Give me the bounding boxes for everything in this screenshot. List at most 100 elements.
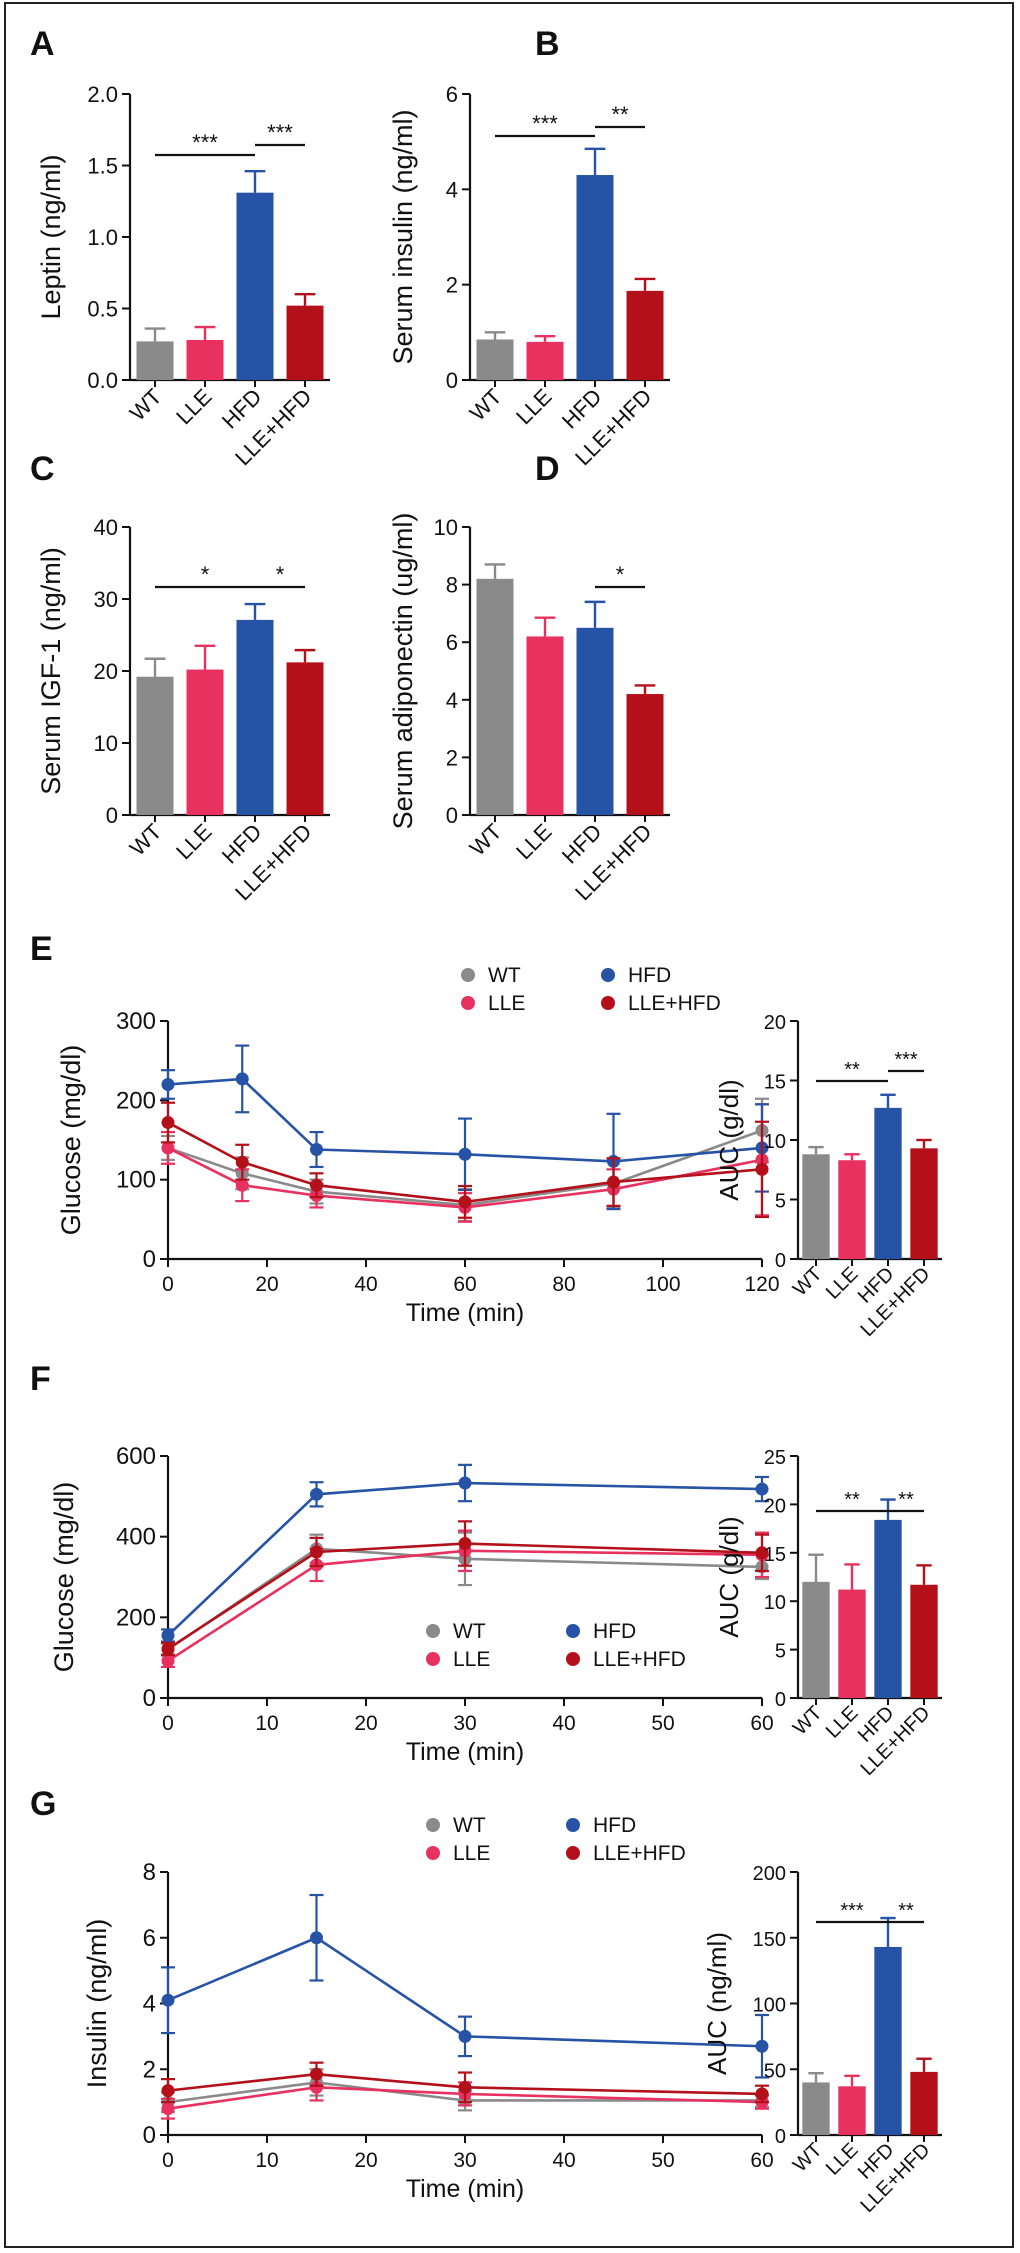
y-tick-label: 200 xyxy=(116,1604,156,1631)
y-tick-label: 40 xyxy=(94,515,118,540)
data-point-LLE xyxy=(161,1654,175,1668)
y-tick-label: 8 xyxy=(143,1859,156,1886)
x-tick-label: 40 xyxy=(552,2149,575,2172)
x-tick-label-LLE: LLE xyxy=(822,1263,863,1304)
data-point-LLE xyxy=(235,1178,249,1192)
data-point-LLE+HFD xyxy=(310,1545,323,1559)
y-tick-label: 300 xyxy=(116,1008,156,1035)
series-line-HFD xyxy=(167,1077,763,1163)
legend-label-LLE+HFD: LLE+HFD xyxy=(628,992,721,1015)
data-point-HFD xyxy=(310,1487,323,1501)
data-point-LLE+HFD xyxy=(607,1175,620,1189)
legend-label-HFD: HFD xyxy=(593,1620,636,1643)
y-tick-label: 0 xyxy=(446,803,458,828)
y-tick-label: 30 xyxy=(94,587,118,612)
y-tick-label: 4 xyxy=(143,1991,156,2018)
data-point-HFD xyxy=(161,1077,175,1091)
y-axis-label: AUC (g/dl) xyxy=(714,1516,744,1637)
bar-WT xyxy=(136,341,174,380)
x-tick-label: 120 xyxy=(744,1273,779,1296)
y-tick-label: 20 xyxy=(764,1495,786,1517)
data-point-LLE+HFD xyxy=(755,2087,769,2101)
y-tick-label: 6 xyxy=(143,1925,156,1952)
y-tick-label: 0 xyxy=(143,2122,156,2149)
bar-HFD xyxy=(874,1107,902,1259)
y-tick-label: 20 xyxy=(764,1012,786,1034)
bar-LLE+HFD xyxy=(286,305,324,380)
data-point-HFD xyxy=(755,2039,769,2053)
data-point-LLE xyxy=(310,2080,323,2094)
data-point-HFD xyxy=(161,1628,175,1642)
x-tick-label: 50 xyxy=(651,1712,674,1735)
bar-LLE+HFD xyxy=(910,2071,938,2135)
y-tick-label: 6 xyxy=(446,82,458,107)
data-point-HFD xyxy=(458,1147,472,1161)
data-point-LLE+HFD xyxy=(235,1155,249,1169)
y-axis-label: Glucose (mg/dl) xyxy=(49,1482,79,1673)
bar-LLE+HFD xyxy=(626,694,664,815)
bar-LLE xyxy=(526,636,564,815)
y-axis-label: Glucose (mg/dl) xyxy=(56,1045,86,1236)
bar-LLE xyxy=(838,2086,866,2135)
x-tick-label-WT: WT xyxy=(125,384,167,426)
data-point-HFD xyxy=(310,1931,323,1945)
legend-marker-LLE xyxy=(461,996,475,1010)
x-tick-label: 0 xyxy=(162,1273,174,1296)
sig-label: *** xyxy=(840,1900,864,1922)
data-point-LLE+HFD xyxy=(310,1178,323,1192)
data-point-LLE+HFD xyxy=(161,1642,175,1656)
x-tick-label: 60 xyxy=(750,1712,773,1735)
y-tick-label: 200 xyxy=(753,1863,786,1885)
series-line-HFD xyxy=(167,1481,763,1637)
y-tick-label: 2 xyxy=(143,2056,156,2083)
legend-marker-WT xyxy=(426,1624,440,1638)
bar-HFD xyxy=(576,627,614,815)
y-tick-label: 0 xyxy=(106,803,118,828)
y-tick-label: 5 xyxy=(775,1191,786,1213)
x-tick-label-LLE: LLE xyxy=(171,819,216,864)
legend-label-WT: WT xyxy=(453,1814,486,1837)
bar-WT xyxy=(802,2082,830,2135)
legend-marker-HFD xyxy=(566,1624,580,1638)
data-point-LLE+HFD xyxy=(755,1546,769,1560)
x-tick-label-LLE: LLE xyxy=(511,384,556,429)
data-point-LLE+HFD xyxy=(458,1537,472,1551)
data-point-LLE+HFD xyxy=(458,2080,472,2094)
legend-marker-WT xyxy=(461,968,475,982)
bar-LLE xyxy=(838,1589,866,1698)
x-tick-label: 10 xyxy=(255,1712,278,1735)
panel-letter-C: C xyxy=(30,450,55,488)
sig-label: ** xyxy=(844,1059,860,1081)
y-tick-label: 6 xyxy=(446,630,458,655)
series-line-LLE+HFD xyxy=(167,1542,763,1650)
x-tick-label: 10 xyxy=(255,2149,278,2172)
bar-HFD xyxy=(874,1946,902,2135)
y-tick-label: 0 xyxy=(143,1685,156,1712)
y-tick-label: 10 xyxy=(434,515,458,540)
y-tick-label: 8 xyxy=(446,573,458,598)
y-tick-label: 50 xyxy=(764,2060,786,2082)
bar-LLE xyxy=(838,1160,866,1259)
y-tick-label: 100 xyxy=(116,1167,156,1194)
y-axis-label: Insulin (ng/ml) xyxy=(82,1919,112,2089)
y-tick-label: 10 xyxy=(764,1592,786,1614)
y-axis-label: Serum IGF-1 (ng/ml) xyxy=(36,547,66,795)
x-tick-label: 30 xyxy=(453,2149,476,2172)
y-tick-label: 15 xyxy=(764,1072,786,1094)
x-tick-label: 40 xyxy=(552,1712,575,1735)
x-tick-label: 40 xyxy=(354,1273,377,1296)
y-tick-label: 150 xyxy=(753,1929,786,1951)
legend-marker-WT xyxy=(426,1818,440,1832)
legend-label-LLE: LLE xyxy=(453,1648,490,1671)
y-tick-label: 10 xyxy=(764,1131,786,1153)
data-point-HFD xyxy=(235,1072,249,1086)
bar-HFD xyxy=(874,1519,902,1698)
x-tick-label-LLE: LLE xyxy=(822,1702,863,1743)
data-point-HFD xyxy=(161,1993,175,2007)
x-tick-label-LLE: LLE xyxy=(171,384,216,429)
sig-label: * xyxy=(201,562,210,587)
sig-label: ** xyxy=(611,102,629,127)
